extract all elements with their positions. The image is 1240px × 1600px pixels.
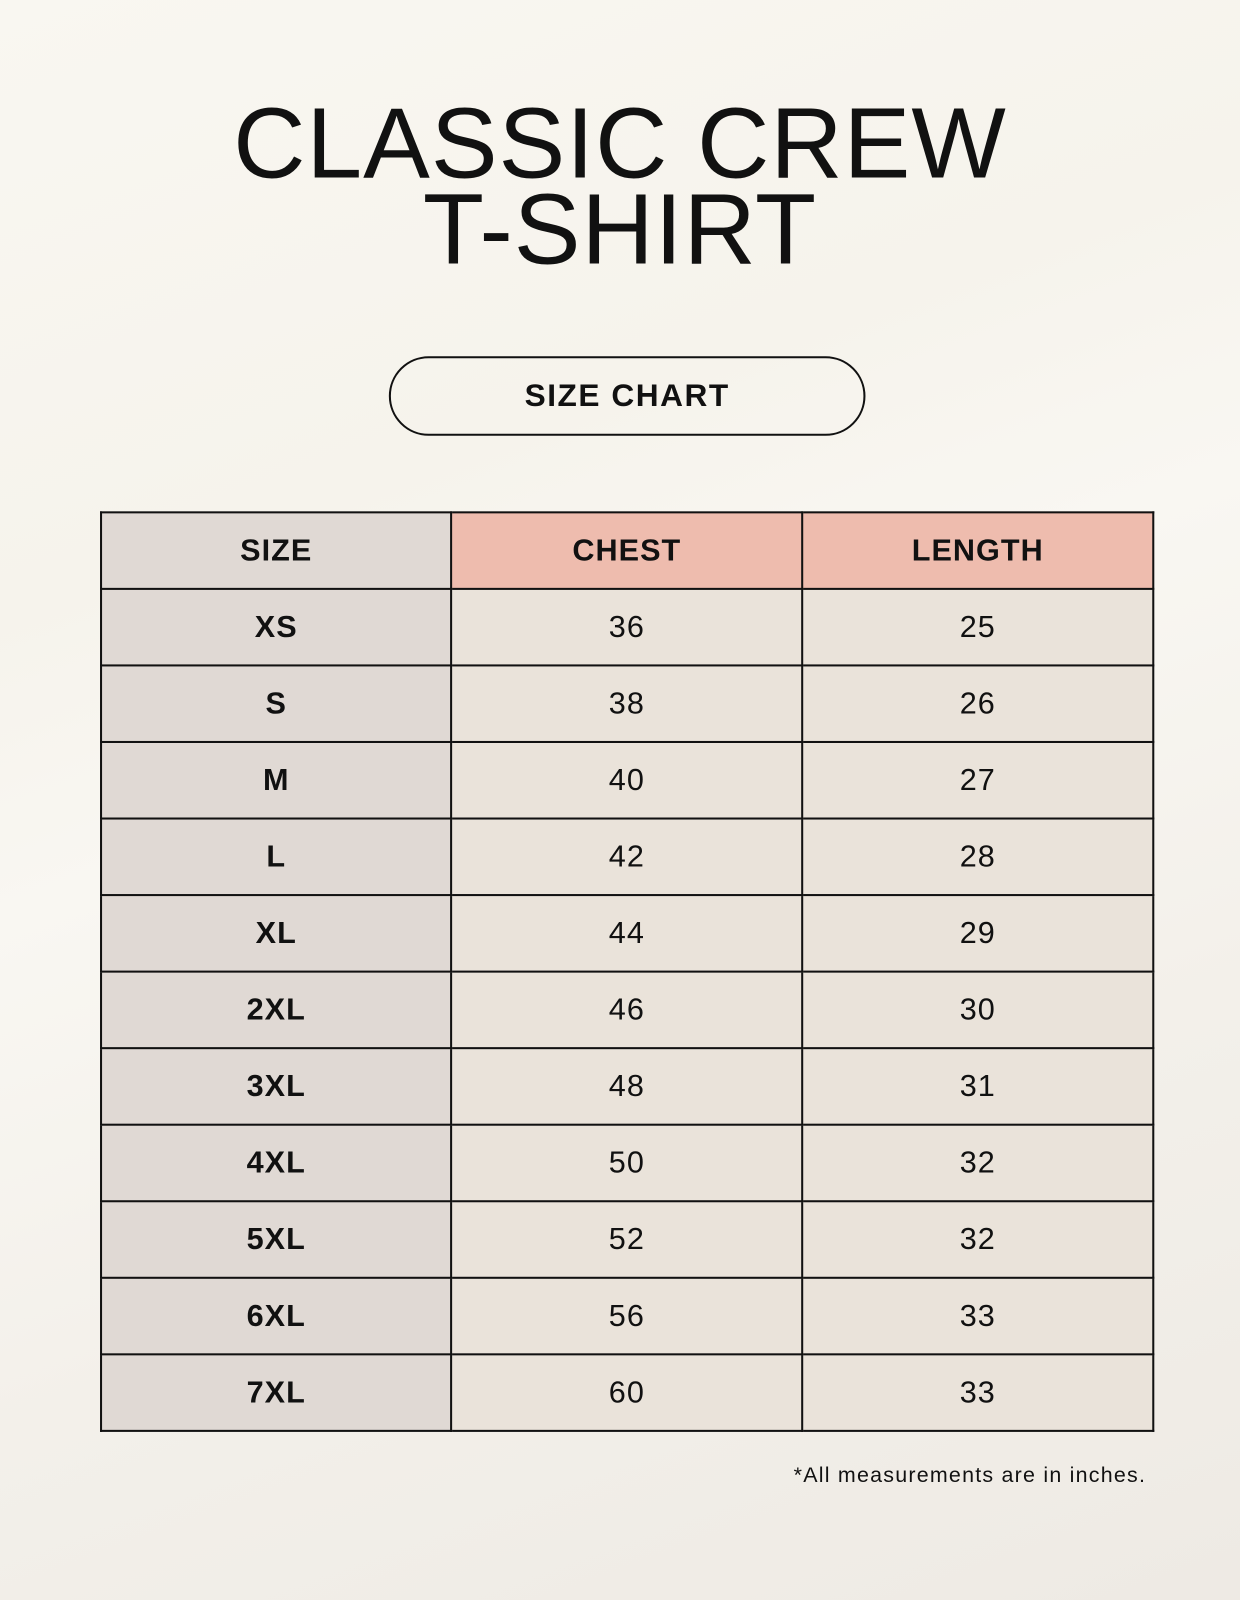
header-chest: CHEST [450,511,804,590]
table-row: 7XL 60 33 [100,1353,1155,1432]
table-row: XL 44 29 [100,894,1155,973]
size-chart-badge: SIZE CHART [388,356,866,436]
size-table: SIZE CHEST LENGTH XS 36 25 S 38 26 M 40 27 L 42 28 X… [100,511,1155,1432]
cell-chest: 60 [450,1353,804,1432]
cell-length: 33 [801,1353,1155,1432]
cell-length: 27 [801,740,1155,820]
header-size: SIZE [100,511,453,590]
cell-length: 32 [801,1200,1155,1279]
cell-length: 30 [801,970,1155,1050]
cell-chest: 48 [450,1047,804,1126]
table-row: 4XL 50 32 [100,1123,1155,1203]
cell-size: XL [100,894,453,973]
cell-chest: 52 [450,1200,804,1279]
cell-size: M [100,740,453,820]
table-row: L 42 28 [100,817,1155,897]
cell-chest: 40 [450,740,804,820]
cell-size: 5XL [100,1200,453,1279]
cell-chest: 50 [450,1123,804,1203]
table-row: 6XL 56 33 [100,1276,1155,1356]
cell-size: L [100,817,453,897]
cell-size: 4XL [100,1123,453,1203]
cell-chest: 38 [450,664,804,743]
page-title: CLASSIC CREW T-SHIRT [0,86,1240,285]
cell-size: XS [100,587,453,667]
table-row: 3XL 48 31 [100,1047,1155,1126]
cell-length: 29 [801,894,1155,973]
title-line-1: CLASSIC CREW [233,86,1007,200]
cell-length: 26 [801,664,1155,743]
cell-size: 6XL [100,1276,453,1356]
cell-chest: 56 [450,1276,804,1356]
cell-size: 7XL [100,1353,453,1432]
table-row: XS 36 25 [100,587,1155,667]
title-line-2: T-SHIRT [422,172,818,285]
cell-chest: 46 [450,970,804,1050]
cell-length: 33 [801,1276,1155,1356]
cell-size: S [100,664,453,743]
cell-length: 25 [801,587,1155,667]
table-row: 5XL 52 32 [100,1200,1155,1279]
table-row: M 40 27 [100,740,1155,820]
footnote: *All measurements are in inches. [793,1463,1147,1488]
table-row: S 38 26 [100,664,1155,743]
cell-size: 2XL [100,970,453,1050]
cell-chest: 36 [450,587,804,667]
cell-size: 3XL [100,1047,453,1126]
cell-length: 28 [801,817,1155,897]
cell-length: 32 [801,1123,1155,1203]
table-row: 2XL 46 30 [100,970,1155,1050]
cell-chest: 44 [450,894,804,973]
header-length: LENGTH [801,511,1155,590]
table-header-row: SIZE CHEST LENGTH [100,511,1155,590]
cell-chest: 42 [450,817,804,897]
cell-length: 31 [801,1047,1155,1126]
